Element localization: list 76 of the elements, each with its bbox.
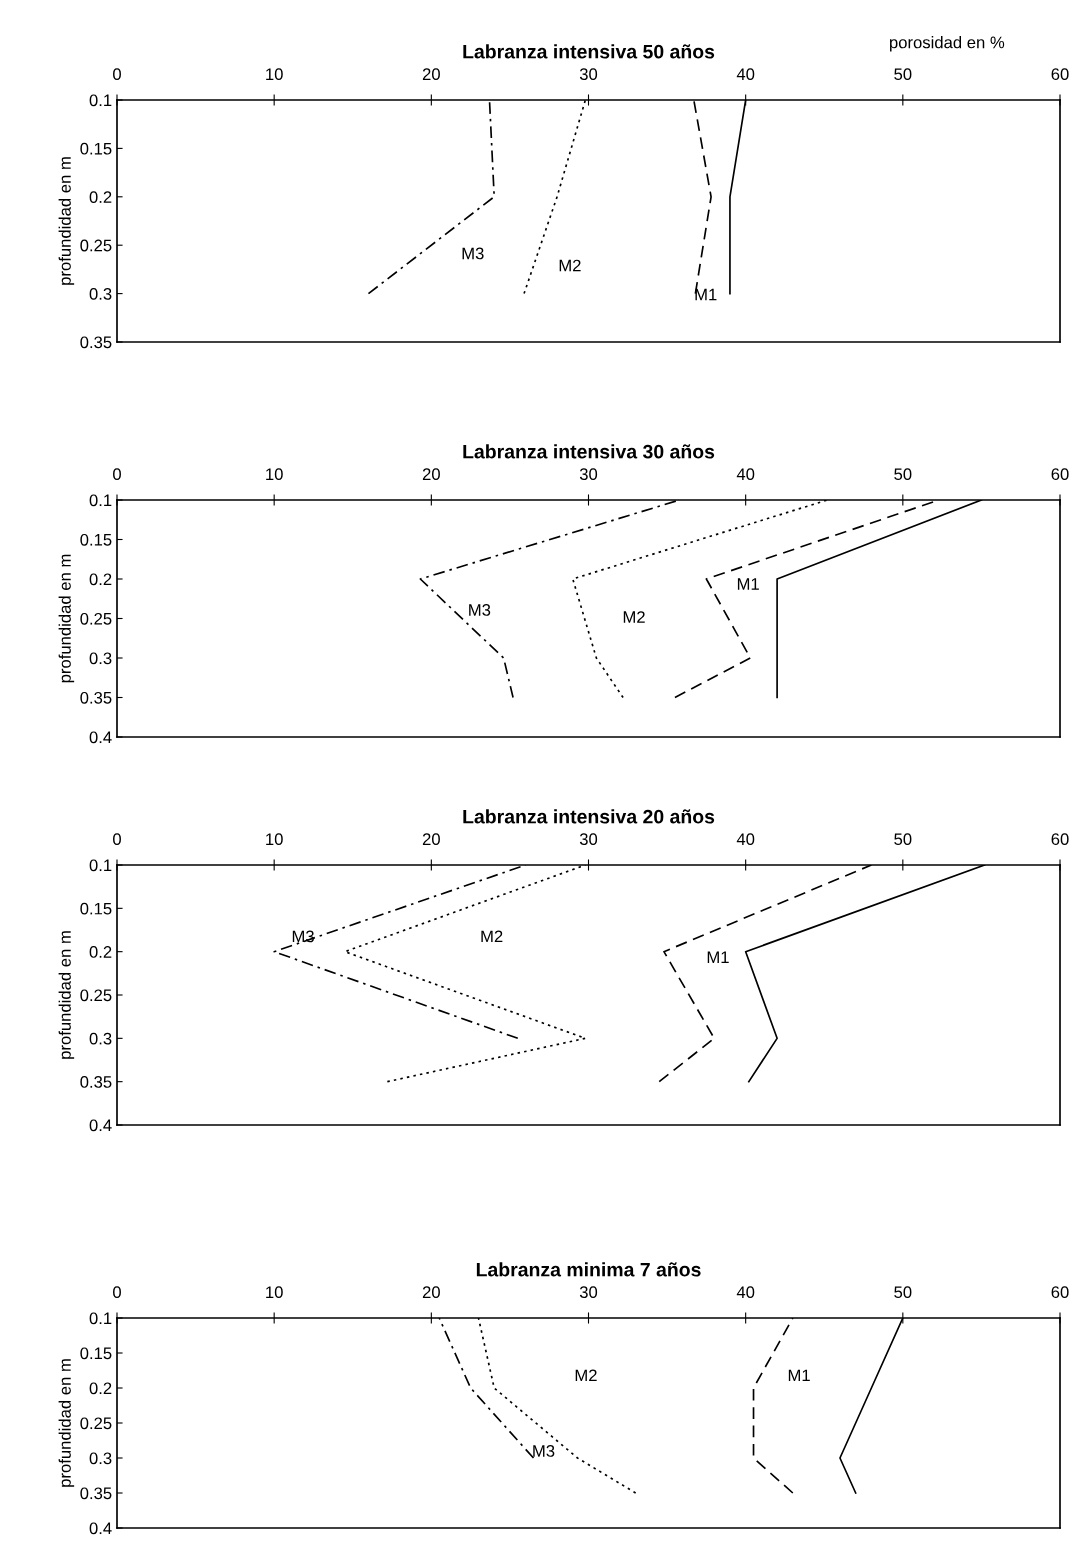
y-tick-label: 0.35 xyxy=(80,1487,112,1500)
y-tick-label: 0.2 xyxy=(89,573,112,586)
y-tick-label: 0.4 xyxy=(89,731,112,744)
x-tick-label: 60 xyxy=(1051,68,1069,81)
x-tick-label: 40 xyxy=(736,1286,755,1299)
x-tick-label: 10 xyxy=(266,833,283,846)
annotation: M3 xyxy=(292,930,314,943)
x-tick-label: 50 xyxy=(894,833,912,846)
annotation: M3 xyxy=(469,604,491,616)
x-tick-label: 0 xyxy=(113,833,121,846)
y-tick-label: 0.1 xyxy=(89,94,112,107)
y-tick-label: 0.15 xyxy=(80,1347,112,1360)
y-tick-label: 0.35 xyxy=(80,691,112,704)
x-tick-label: 20 xyxy=(422,1286,440,1299)
x-tick-label: 10 xyxy=(266,68,283,81)
x-tick-label: 20 xyxy=(422,833,440,846)
y-axis-title: profundidad en m xyxy=(58,931,75,1059)
x-tick-label: 50 xyxy=(894,68,912,81)
y-tick-label: 0.25 xyxy=(80,989,112,1002)
y-tick-label: 0.2 xyxy=(89,946,112,958)
x-tick-label: 50 xyxy=(894,1286,912,1299)
x-tick-label: 30 xyxy=(579,833,598,846)
y-axis-title: profundidad en m xyxy=(58,1359,75,1487)
chart-title: Labranza intensiva 20 años xyxy=(463,809,715,824)
chart-title: Labranza minima 7 años xyxy=(476,1262,701,1277)
y-tick-label: 0.3 xyxy=(89,1452,112,1465)
y-tick-label: 0.1 xyxy=(89,494,112,507)
annotation: M1 xyxy=(707,951,729,963)
x-tick-label: 0 xyxy=(113,68,121,81)
annotation: M1 xyxy=(737,578,759,590)
x-tick-label: 30 xyxy=(579,1286,598,1299)
x-tick-label: 0 xyxy=(113,468,121,481)
y-tick-label: 0.25 xyxy=(80,612,112,625)
x-axis-title: porosidad en % xyxy=(890,36,1005,52)
x-tick-label: 30 xyxy=(579,68,598,81)
y-axis-title: profundidad en m xyxy=(58,554,75,683)
y-tick-label: 0.25 xyxy=(80,1417,112,1430)
x-tick-label: 40 xyxy=(736,68,755,81)
y-tick-label: 0.15 xyxy=(80,902,112,915)
x-tick-label: 60 xyxy=(1051,468,1069,481)
chart-title: Labranza intensiva 50 años xyxy=(463,44,715,59)
y-axis-title: profundidad en m xyxy=(58,157,75,285)
annotation: M1 xyxy=(695,288,717,301)
y-tick-label: 0.35 xyxy=(80,336,112,349)
y-tick-label: 0.3 xyxy=(89,1032,112,1045)
annotation: M1 xyxy=(788,1369,810,1382)
x-tick-label: 60 xyxy=(1051,833,1069,846)
x-tick-label: 20 xyxy=(422,68,440,81)
y-tick-label: 0.15 xyxy=(80,142,112,155)
x-tick-label: 20 xyxy=(422,468,440,481)
y-tick-label: 0.35 xyxy=(80,1076,112,1088)
annotation: M2 xyxy=(481,930,503,943)
annotation: M3 xyxy=(533,1445,555,1457)
annotation: M2 xyxy=(559,259,581,272)
y-tick-label: 0.1 xyxy=(89,1312,112,1325)
x-tick-label: 50 xyxy=(894,468,912,481)
x-tick-label: 10 xyxy=(266,1286,283,1299)
annotation: M2 xyxy=(575,1369,597,1382)
y-tick-label: 0.4 xyxy=(89,1119,112,1132)
y-tick-label: 0.15 xyxy=(80,533,112,546)
y-tick-label: 0.3 xyxy=(89,652,112,665)
x-tick-label: 40 xyxy=(736,833,755,846)
y-tick-label: 0.3 xyxy=(89,288,112,300)
y-tick-label: 0.2 xyxy=(89,191,112,203)
chart-title: Labranza intensiva 30 años xyxy=(463,444,715,459)
x-tick-label: 30 xyxy=(579,468,598,481)
x-tick-label: 60 xyxy=(1051,1286,1069,1299)
y-tick-label: 0.1 xyxy=(89,859,112,872)
x-tick-label: 40 xyxy=(736,468,755,481)
y-tick-label: 0.4 xyxy=(89,1522,112,1535)
y-tick-label: 0.2 xyxy=(89,1382,112,1395)
x-tick-label: 10 xyxy=(266,468,283,481)
x-tick-label: 0 xyxy=(113,1286,121,1299)
annotation: M2 xyxy=(623,611,645,623)
annotation: M3 xyxy=(462,247,484,260)
y-tick-label: 0.25 xyxy=(80,239,112,252)
